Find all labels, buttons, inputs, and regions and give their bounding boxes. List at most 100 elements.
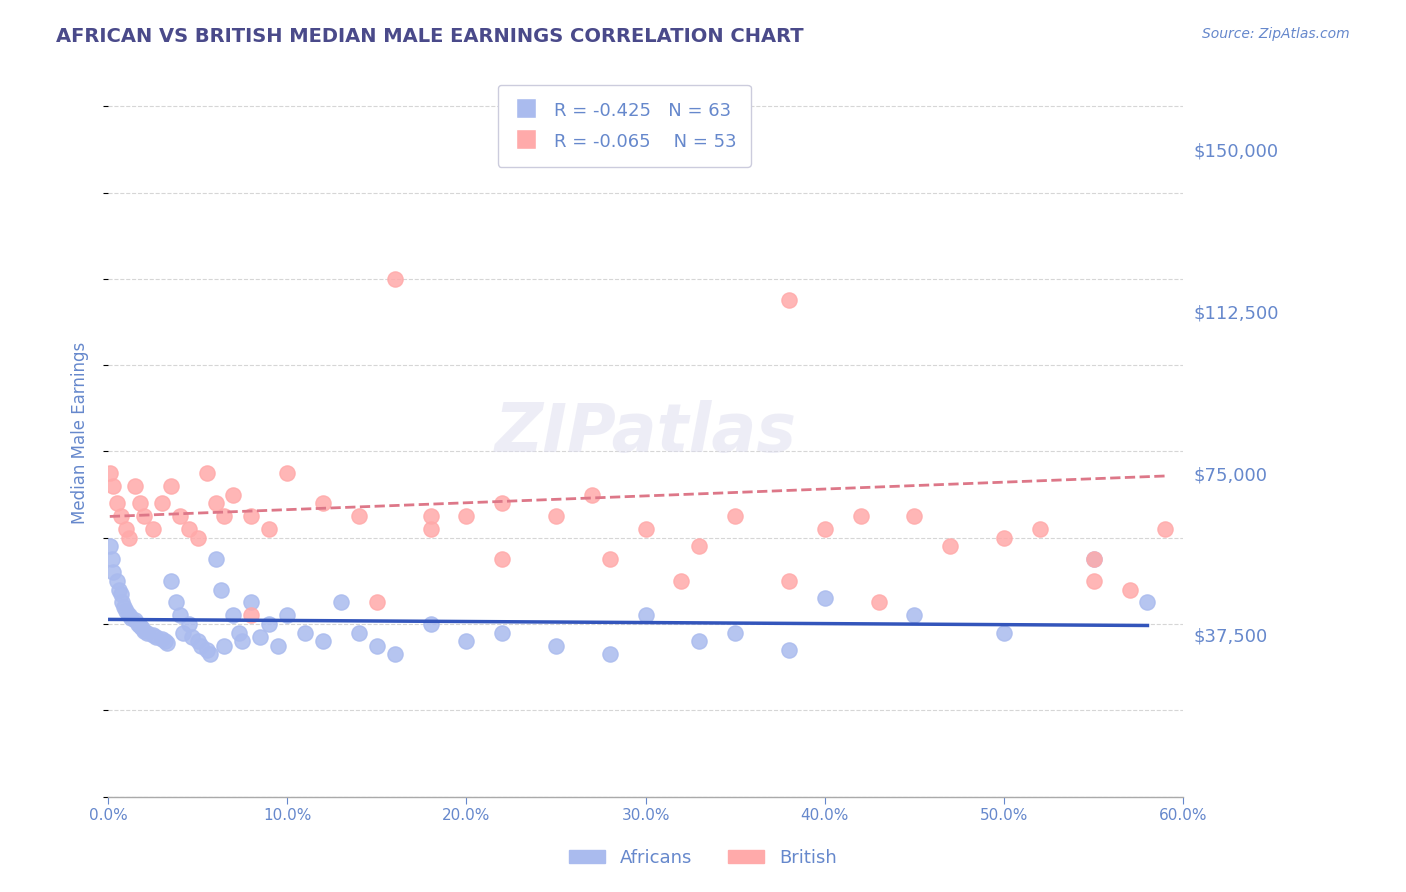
Point [190, 639, 212, 653]
Point [195, 466, 218, 480]
Point [155, 634, 177, 648]
Point [214, 509, 236, 524]
Point [491, 625, 513, 640]
Point [240, 608, 263, 623]
Point [849, 509, 872, 524]
Point [240, 595, 263, 609]
Point [1136, 595, 1159, 609]
Point [172, 625, 194, 640]
Text: ZIPatlas: ZIPatlas [495, 400, 797, 466]
Point [814, 591, 837, 606]
Point [150, 632, 173, 647]
Point [688, 540, 710, 554]
Point [993, 531, 1015, 545]
Point [671, 574, 693, 588]
Point [209, 582, 232, 597]
Point [115, 604, 138, 618]
Point [259, 617, 281, 632]
Point [132, 624, 155, 638]
Point [312, 496, 335, 510]
Point [366, 595, 388, 609]
Point [599, 647, 621, 661]
Point [993, 625, 1015, 640]
Text: Source: ZipAtlas.com: Source: ZipAtlas.com [1202, 27, 1350, 41]
Point [267, 639, 290, 653]
Point [778, 574, 800, 588]
Point [228, 625, 250, 640]
Point [240, 509, 263, 524]
Point [112, 599, 135, 614]
Point [103, 566, 125, 580]
Point [222, 488, 245, 502]
Point [491, 552, 513, 566]
Point [903, 509, 925, 524]
Point [366, 639, 388, 653]
Point [110, 509, 132, 524]
Point [156, 636, 179, 650]
Point [634, 522, 657, 536]
Point [107, 582, 129, 597]
Point [118, 531, 141, 545]
Point [599, 552, 621, 566]
Point [419, 509, 441, 524]
Point [419, 617, 441, 632]
Point [491, 496, 513, 510]
Point [120, 610, 142, 624]
Point [110, 587, 132, 601]
Point [105, 574, 128, 588]
Point [276, 608, 298, 623]
Point [294, 625, 316, 640]
Point [312, 634, 335, 648]
Point [1029, 522, 1052, 536]
Point [100, 552, 122, 566]
Point [204, 496, 226, 510]
Point [456, 509, 478, 524]
Point [456, 634, 478, 648]
Point [581, 488, 603, 502]
Point [177, 522, 200, 536]
Point [124, 613, 146, 627]
Point [198, 647, 221, 661]
Point [1154, 522, 1177, 536]
Point [204, 552, 226, 566]
Point [142, 522, 165, 536]
Point [724, 625, 747, 640]
Point [231, 634, 253, 648]
Point [132, 509, 155, 524]
Point [136, 625, 159, 640]
Point [129, 496, 152, 510]
Point [1083, 552, 1105, 566]
Point [187, 634, 209, 648]
Point [118, 608, 141, 623]
Point [419, 522, 441, 536]
Point [276, 466, 298, 480]
Point [634, 608, 657, 623]
Point [688, 634, 710, 648]
Point [778, 293, 800, 308]
Point [259, 522, 281, 536]
Point [131, 621, 153, 635]
Legend: Africans, British: Africans, British [562, 842, 844, 874]
Point [159, 574, 181, 588]
Point [868, 595, 890, 609]
Point [111, 595, 134, 609]
Legend: R = -0.425   N = 63, R = -0.065    N = 53: R = -0.425 N = 63, R = -0.065 N = 53 [498, 85, 751, 167]
Point [169, 608, 191, 623]
Point [814, 522, 837, 536]
Point [169, 509, 191, 524]
Point [384, 272, 406, 286]
Point [724, 509, 747, 524]
Point [778, 643, 800, 657]
Point [939, 540, 962, 554]
Point [181, 630, 204, 644]
Point [98, 466, 121, 480]
Point [115, 522, 138, 536]
Point [347, 509, 370, 524]
Point [165, 595, 187, 609]
Point [1083, 552, 1105, 566]
Point [214, 639, 236, 653]
Point [105, 496, 128, 510]
Point [330, 595, 353, 609]
Point [222, 608, 245, 623]
Point [145, 630, 167, 644]
